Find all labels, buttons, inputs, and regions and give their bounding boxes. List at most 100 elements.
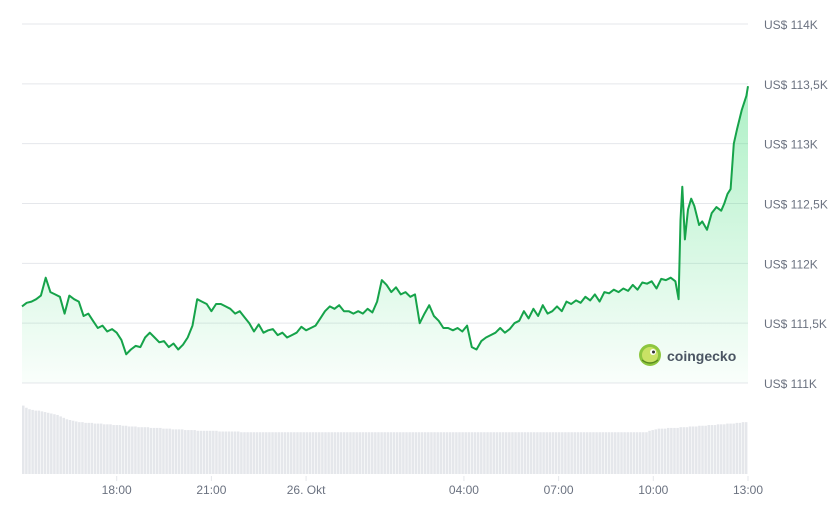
volume-bar [364, 432, 368, 474]
price-area-fill [22, 86, 748, 383]
y-tick-label: US$ 113,5K [764, 78, 828, 92]
volume-bar [361, 432, 365, 474]
volume-bar [716, 424, 720, 474]
volume-bar [704, 425, 707, 474]
volume-bar [314, 432, 318, 474]
volume-bar [199, 430, 203, 474]
volume-bar [243, 432, 246, 474]
volume-bar [174, 429, 178, 474]
volume-bar [146, 427, 150, 474]
volume-bar [318, 432, 321, 474]
volume-bar [492, 432, 496, 474]
volume-bar [539, 432, 542, 474]
volume-bar [638, 432, 642, 474]
volume-bar [171, 429, 175, 474]
volume-bar [336, 432, 340, 474]
volume-bar [93, 423, 97, 474]
volume-bar [237, 431, 240, 474]
volume-bar [96, 423, 100, 474]
volume-bar [349, 432, 352, 474]
volume-bar [648, 430, 651, 474]
volume-bar [508, 432, 511, 474]
volume-bar [346, 432, 349, 474]
volume-bar [202, 430, 206, 474]
x-tick-label: 21:00 [196, 483, 226, 497]
volume-bar [536, 432, 539, 474]
volume-bar [277, 432, 281, 474]
volume-bar [137, 427, 140, 474]
volume-bar [230, 431, 234, 474]
volume-bar [417, 432, 421, 474]
volume-bar [679, 427, 682, 474]
volume-bar [324, 432, 327, 474]
volume-bar [433, 432, 436, 474]
volume-bar [227, 431, 231, 474]
volume-bar [676, 427, 679, 474]
volume-bar [118, 425, 122, 474]
volume-bar [476, 432, 480, 474]
volume-bar [124, 425, 128, 474]
volume-bar [629, 432, 633, 474]
volume-bar [688, 426, 692, 474]
volume-bar [402, 432, 405, 474]
volume-bar [162, 428, 165, 474]
volume-bar [635, 432, 639, 474]
volume-bar [233, 431, 237, 474]
volume-bar [196, 430, 200, 474]
volume-bar [308, 432, 312, 474]
volume-bar [392, 432, 396, 474]
volume-bar [436, 432, 439, 474]
volume-bar [576, 432, 580, 474]
volume-bar [370, 432, 374, 474]
volume-bar [741, 422, 745, 474]
volume-bar [607, 432, 611, 474]
volume-bar [445, 432, 449, 474]
volume-bar [420, 432, 424, 474]
volume-bar [738, 422, 742, 474]
volume-bar [442, 432, 446, 474]
volume-bar [34, 410, 37, 474]
coingecko-watermark: coingecko [639, 344, 736, 366]
price-series-line [21, 86, 749, 356]
volume-bar [155, 427, 159, 474]
volume-bar [461, 432, 464, 474]
volume-bar [529, 432, 533, 474]
volume-bar [427, 432, 430, 474]
volume-bar [131, 426, 134, 474]
volume-bar [570, 432, 573, 474]
volume-bar [701, 425, 704, 474]
volume-bar [268, 432, 271, 474]
volume-bar [31, 409, 34, 474]
volume-bar [103, 424, 106, 474]
x-tick-label: 07:00 [544, 483, 574, 497]
volume-bar [526, 432, 530, 474]
volume-bar [78, 422, 81, 474]
volume-bar [414, 432, 418, 474]
volume-bar [439, 432, 443, 474]
volume-bar [645, 432, 648, 474]
volume-bar [579, 432, 583, 474]
volume-bar [673, 427, 676, 474]
gecko-logo-icon [639, 344, 661, 366]
volume-bar [321, 432, 324, 474]
y-tick-label: US$ 113K [764, 138, 818, 152]
volume-bar [305, 432, 309, 474]
volume-bar [520, 432, 524, 474]
volume-bar [289, 432, 293, 474]
volume-bar [143, 427, 147, 474]
volume-bar [610, 432, 614, 474]
volume-bar [554, 432, 558, 474]
volume-bar [252, 432, 256, 474]
volume-bar [193, 430, 196, 474]
volume-bar [657, 428, 661, 474]
volume-bar [723, 424, 726, 474]
volume-bar [180, 429, 184, 474]
volume-bar [159, 427, 162, 474]
volume-bar [339, 432, 343, 474]
volume-bar [504, 432, 508, 474]
volume-bar [495, 432, 499, 474]
volume-bar [330, 432, 333, 474]
volume-bar [489, 432, 492, 474]
x-tick-label: 18:00 [102, 483, 132, 497]
